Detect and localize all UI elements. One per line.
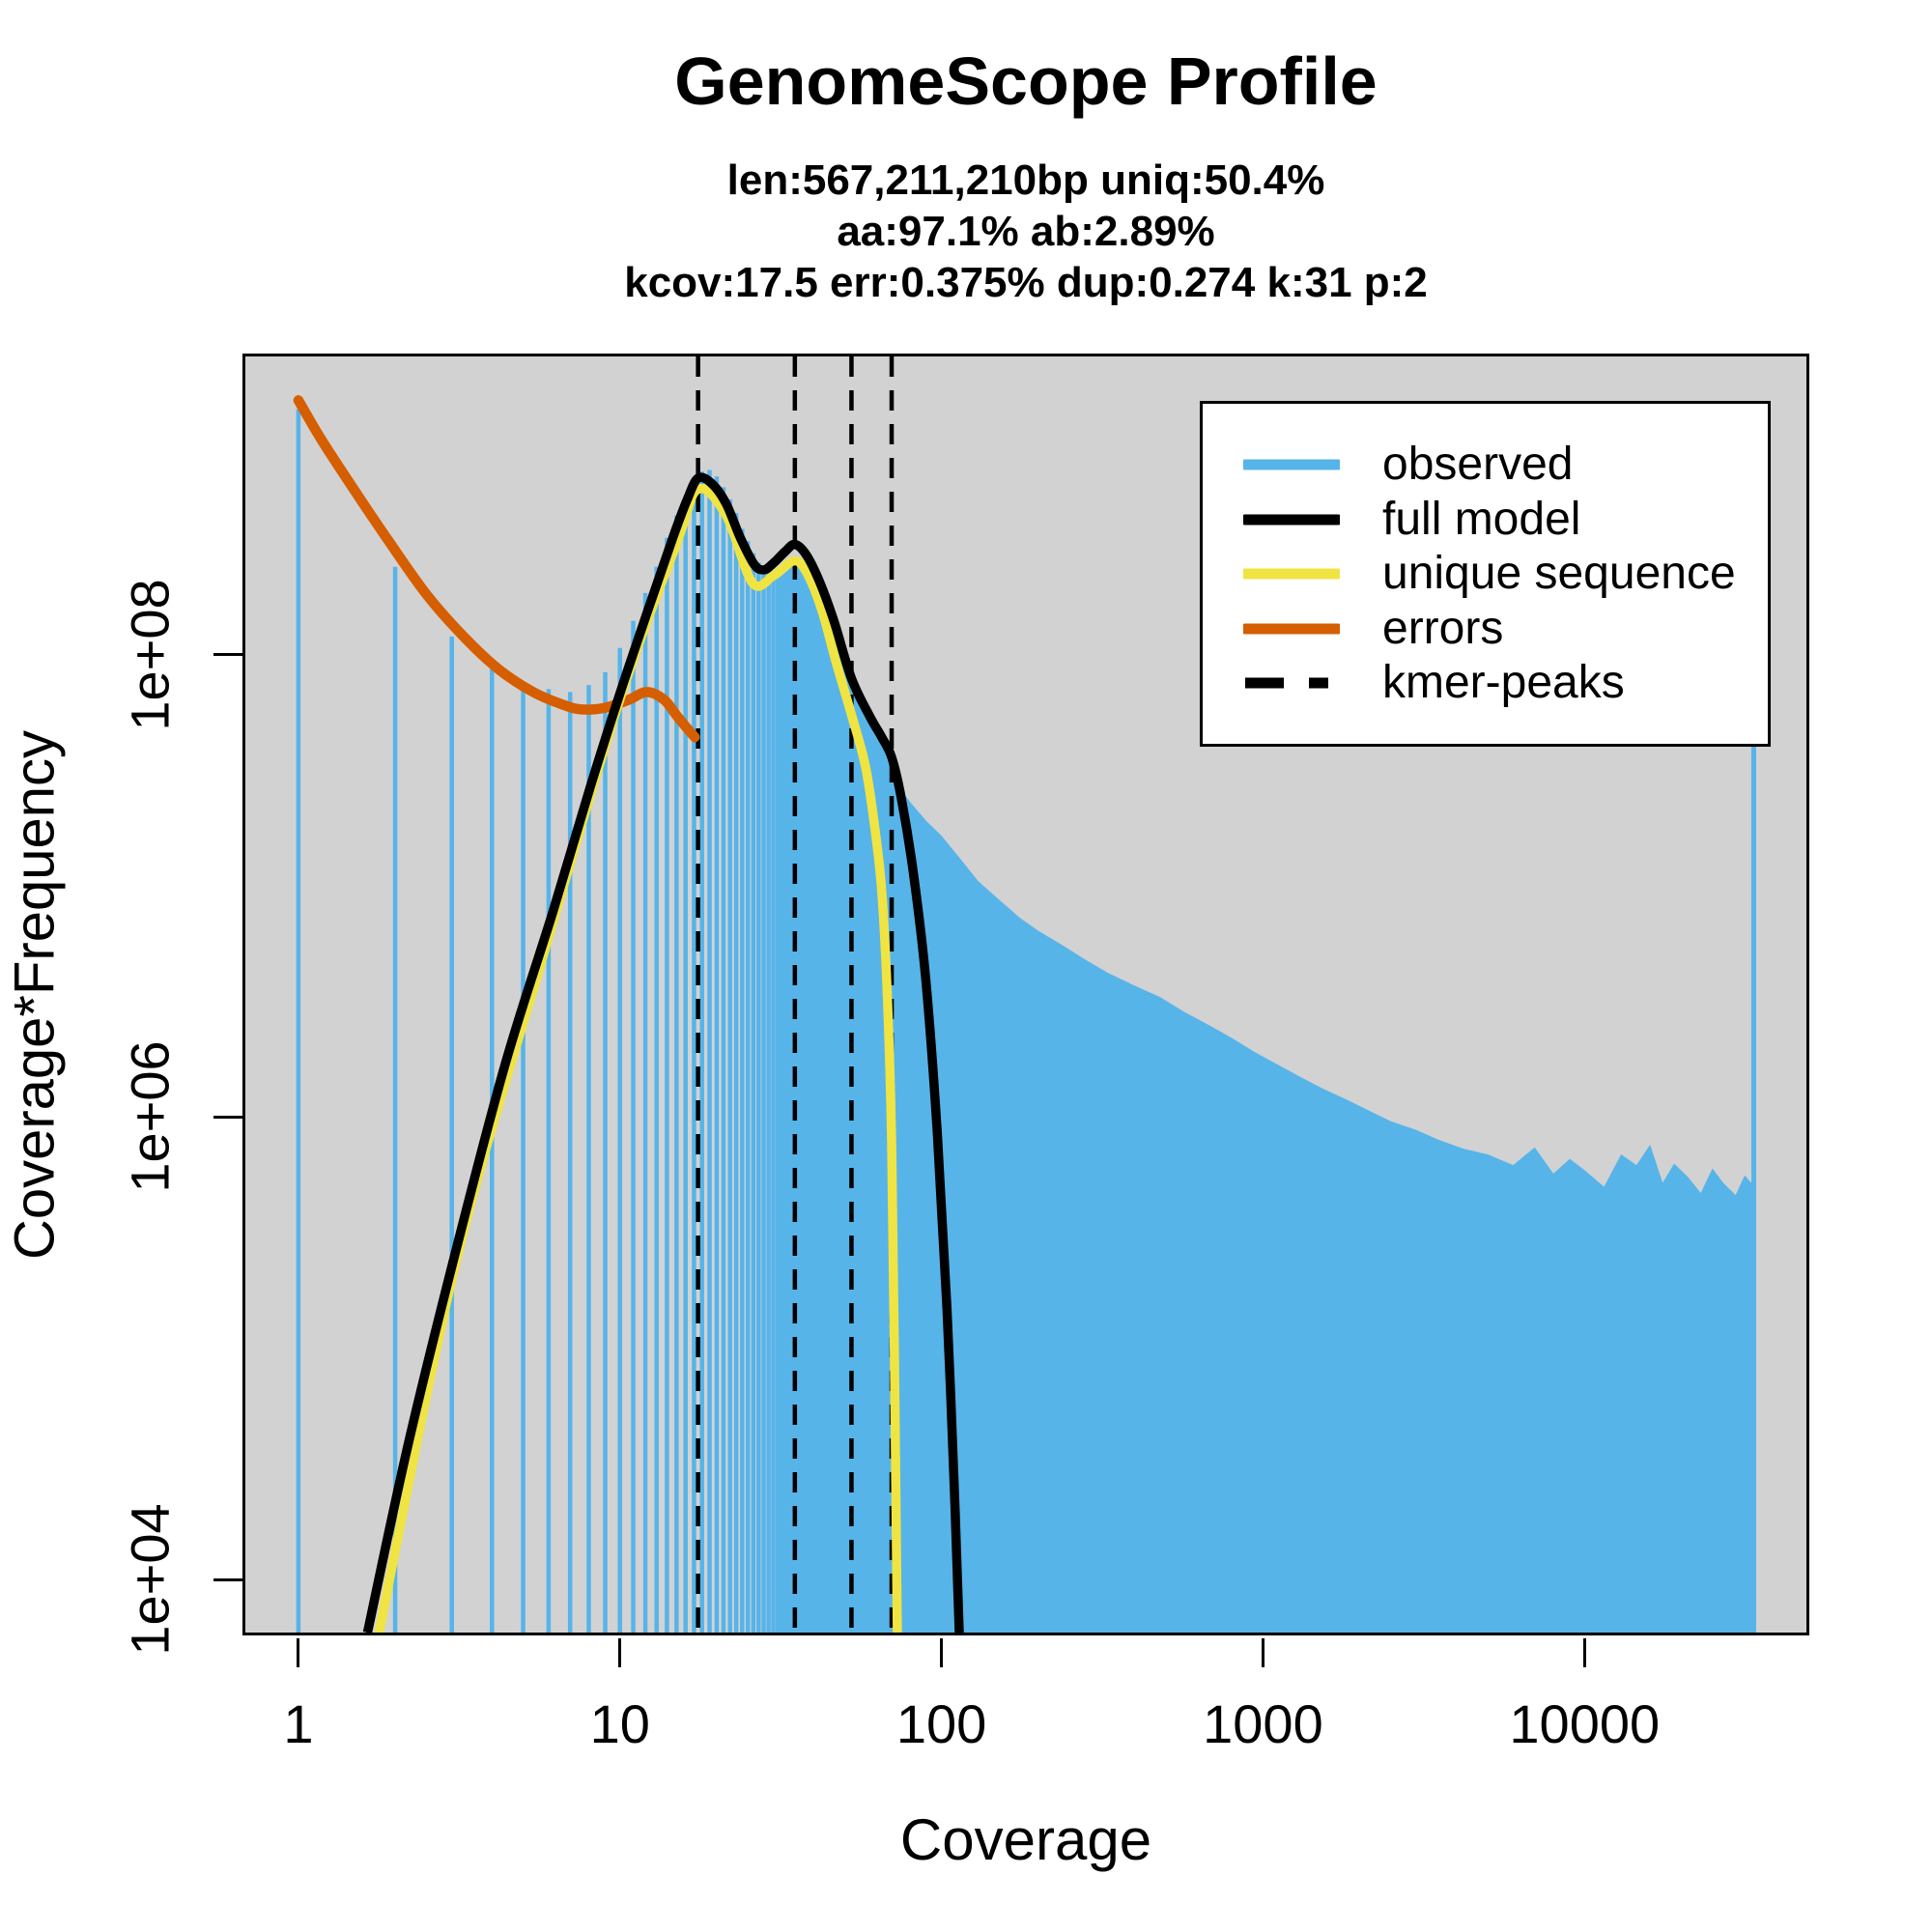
legend-item-observed: observed: [1243, 440, 1758, 489]
y-tick-label-1e+06: 1e+06: [119, 1040, 181, 1194]
legend-label-full-model: full model: [1382, 493, 1581, 545]
y-tick-mark-1e+08: [213, 653, 242, 657]
y-tick-mark-1e+06: [213, 1115, 242, 1119]
y-axis-title: Coverage*Frequency: [3, 729, 67, 1261]
legend-item-unique-sequence: unique sequence: [1243, 550, 1758, 598]
legend-item-errors: errors: [1243, 602, 1758, 654]
legend-label-observed: observed: [1382, 439, 1574, 490]
x-tick-label-100: 100: [895, 1693, 987, 1754]
legend-label-errors: errors: [1382, 602, 1504, 654]
x-axis-title: Coverage: [899, 1807, 1152, 1872]
full-model-curve: [362, 472, 964, 1633]
x-tick-label-10: 10: [589, 1693, 650, 1754]
legend-swatch-kmer-peaks-icon: [1245, 677, 1338, 689]
chart-subtitle: len:567,211,210bp uniq:50.4% aa:97.1% ab…: [242, 155, 1809, 308]
subtitle-line-2: aa:97.1% ab:2.89%: [837, 208, 1215, 255]
y-tick-label-1e+04: 1e+04: [119, 1503, 181, 1656]
legend-label-unique-sequence: unique sequence: [1382, 548, 1736, 599]
errors-curve: [293, 395, 700, 743]
y-tick-label-1e+08: 1e+08: [119, 579, 181, 731]
legend-swatch-observed-icon: [1243, 459, 1340, 470]
legend-swatch-unique-sequence-icon: [1243, 568, 1340, 580]
legend-swatch-errors-icon: [1243, 623, 1340, 634]
x-tick-mark-10: [618, 1638, 622, 1667]
legend-item-full-model: full model: [1243, 493, 1758, 545]
x-tick-mark-10000: [1582, 1638, 1586, 1667]
x-tick-label-1000: 1000: [1203, 1693, 1323, 1754]
subtitle-line-3: kcov:17.5 err:0.375% dup:0.274 k:31 p:2: [624, 259, 1428, 306]
legend-swatch-full-model-icon: [1243, 514, 1340, 525]
x-tick-label-1: 1: [283, 1693, 314, 1754]
chart-title: GenomeScope Profile: [674, 43, 1378, 119]
kmer-profile-plot: [293, 356, 1756, 1633]
x-tick-mark-100: [940, 1638, 944, 1667]
legend-label-kmer-peaks: kmer-peaks: [1382, 657, 1625, 708]
x-tick-mark-1: [297, 1638, 300, 1667]
y-tick-mark-1e+04: [213, 1577, 242, 1581]
observed-tail-area: [778, 560, 1754, 1633]
x-tick-mark-1000: [1261, 1638, 1264, 1667]
legend-box: observed full model unique sequence errors k…: [1200, 401, 1771, 747]
legend-item-kmer-peaks: kmer-peaks: [1243, 659, 1758, 707]
x-tick-label-10000: 10000: [1509, 1693, 1661, 1754]
subtitle-line-1: len:567,211,210bp uniq:50.4%: [726, 156, 1325, 204]
